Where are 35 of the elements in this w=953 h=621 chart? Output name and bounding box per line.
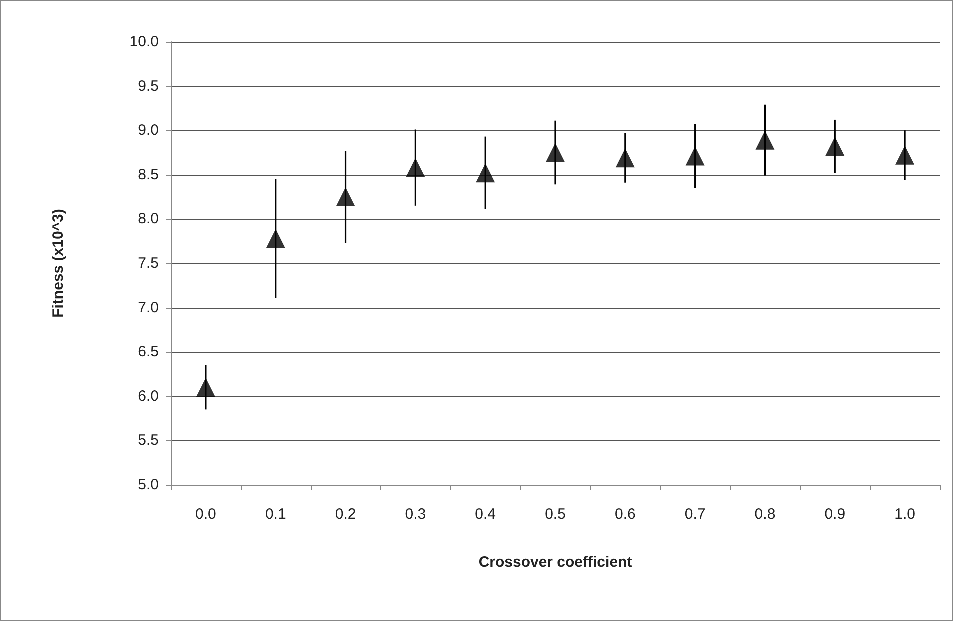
y-tick-label: 7.0	[138, 299, 159, 316]
y-tick-label: 9.5	[138, 78, 159, 95]
x-tick-label: 0.7	[684, 506, 706, 523]
y-tick-label: 6.5	[138, 344, 159, 361]
y-tick-label: 5.5	[138, 432, 159, 450]
y-tick-label: 9.0	[138, 122, 159, 140]
point	[756, 130, 775, 150]
x-tick-label: 0.1	[265, 506, 286, 523]
y-tick-label: 8.0	[138, 210, 159, 228]
y-tick-label: 6.0	[138, 388, 159, 405]
x-tick-label: 0.0	[196, 506, 216, 523]
x-tick-label: 0.5	[545, 506, 566, 523]
x-tick-label: 0.8	[754, 506, 776, 523]
x-tick-label: 1.0	[894, 506, 916, 523]
y-axis-title: Fitness (x10^3)	[50, 209, 67, 318]
point	[546, 143, 565, 162]
x-tick-label: 0.6	[614, 506, 636, 523]
point	[336, 188, 356, 207]
x-axis-title: Crossover coefficient	[478, 554, 632, 571]
point	[196, 378, 216, 398]
y-tick-label: 10.0	[130, 34, 159, 50]
point	[896, 146, 915, 165]
y-tick-label: 7.5	[138, 255, 159, 272]
x-tick-label: 0.2	[335, 506, 356, 523]
y-tick-label: 5.0	[138, 476, 159, 494]
point	[266, 229, 286, 248]
y-tick-label: 8.5	[138, 166, 159, 184]
point	[826, 137, 845, 156]
point	[476, 164, 496, 183]
point	[686, 146, 705, 166]
point	[616, 148, 635, 168]
x-tick-label: 0.9	[824, 506, 846, 523]
x-tick-label: 0.4	[475, 506, 496, 523]
point	[406, 158, 426, 178]
x-tick-label: 0.3	[405, 506, 426, 523]
